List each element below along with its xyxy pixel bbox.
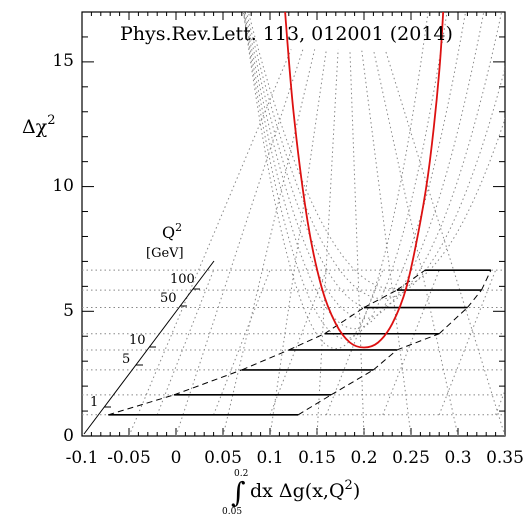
q2-band-edge-right xyxy=(330,369,374,396)
x-tick-label: 0.35 xyxy=(486,448,524,468)
q2-band-edge-right xyxy=(297,394,332,416)
integral-lower-limit: 0.05 xyxy=(222,507,242,517)
grid-depth-line xyxy=(269,269,327,415)
q2-axis-ticks xyxy=(104,288,200,408)
plot-frame xyxy=(81,11,506,437)
x-tick-label: -0.1 xyxy=(66,448,99,468)
grid-oblique-line xyxy=(128,49,292,436)
q2-band-edge-left xyxy=(288,333,325,351)
grid-depth-line xyxy=(213,269,271,415)
grid-depth-line xyxy=(156,269,215,415)
q2-label-50: 50 xyxy=(160,291,177,306)
y-tick-label: 5 xyxy=(63,301,74,321)
publication-annotation: Phys.Rev.Lett. 113, 012001 (2014) xyxy=(120,23,453,45)
q2-band-edge-left xyxy=(173,369,242,396)
q2-band-edge-left xyxy=(108,394,175,416)
grid-depth-line xyxy=(325,269,384,415)
q2-band-edge-left xyxy=(363,289,398,308)
q2-band-edge-right xyxy=(438,307,468,335)
y-tick-label: 15 xyxy=(52,51,74,71)
x-tick-label: 0.2 xyxy=(350,448,377,468)
q2-band-edge-right xyxy=(396,333,440,351)
x-axis-title: ∫ 0.2 0.05 dx Δg(x,Q2) xyxy=(222,469,360,517)
y-axis-title: Δχ2 xyxy=(22,113,56,138)
grid-oblique-line xyxy=(361,49,412,436)
q2-label-10: 10 xyxy=(129,333,146,348)
x-tick-label: 0.15 xyxy=(298,448,336,468)
x-tick-label: 0.1 xyxy=(256,448,283,468)
x-axis-title-text: dx Δg(x,Q2) xyxy=(250,478,360,502)
grid-parabola xyxy=(243,12,429,350)
x-tick-label: 0.05 xyxy=(204,448,242,468)
grid-parabola xyxy=(243,12,467,330)
y-tick-label: 10 xyxy=(52,176,74,196)
grid-oblique-line xyxy=(222,49,316,436)
x-tick-label: 0.3 xyxy=(444,448,471,468)
grid-depth-line xyxy=(438,269,497,415)
q2-label-5: 5 xyxy=(122,352,130,367)
grid-oblique-line xyxy=(349,49,365,436)
axis-ticks xyxy=(81,11,506,437)
grid-parabola xyxy=(243,12,485,320)
q2-axis-title: Q2 xyxy=(162,221,182,242)
q2-band-edge-left xyxy=(324,307,365,335)
integral-upper-limit: 0.2 xyxy=(234,469,248,479)
q2-axis-unit: [GeV] xyxy=(146,246,184,261)
grid-oblique-line xyxy=(269,49,327,436)
grid-parabola xyxy=(242,12,448,340)
q2-band-edge-left xyxy=(241,349,289,371)
q2-band-edge-right xyxy=(481,269,492,291)
grid-parabola xyxy=(244,12,503,310)
q2-bands xyxy=(108,269,492,416)
x-tick-label: 0 xyxy=(171,448,182,468)
q2-label-100: 100 xyxy=(170,272,195,287)
grid-oblique-line xyxy=(316,49,339,436)
grid-depth-line xyxy=(495,389,505,415)
x-tick-label: -0.05 xyxy=(107,448,151,468)
y-tick-label: 0 xyxy=(63,426,74,446)
grid-oblique-line xyxy=(372,49,459,436)
grid-depth-line xyxy=(382,269,440,415)
q2-band-edge-left xyxy=(396,269,426,291)
integral-sign: ∫ xyxy=(231,476,246,509)
x-tick-label: 0.25 xyxy=(392,448,430,468)
delta-chi2-curve xyxy=(284,12,445,349)
q2-band-edge-right xyxy=(373,349,398,371)
q2-band-edge-right xyxy=(467,289,482,308)
grid-oblique-line xyxy=(175,49,304,436)
q2-label-1: 1 xyxy=(90,395,98,410)
